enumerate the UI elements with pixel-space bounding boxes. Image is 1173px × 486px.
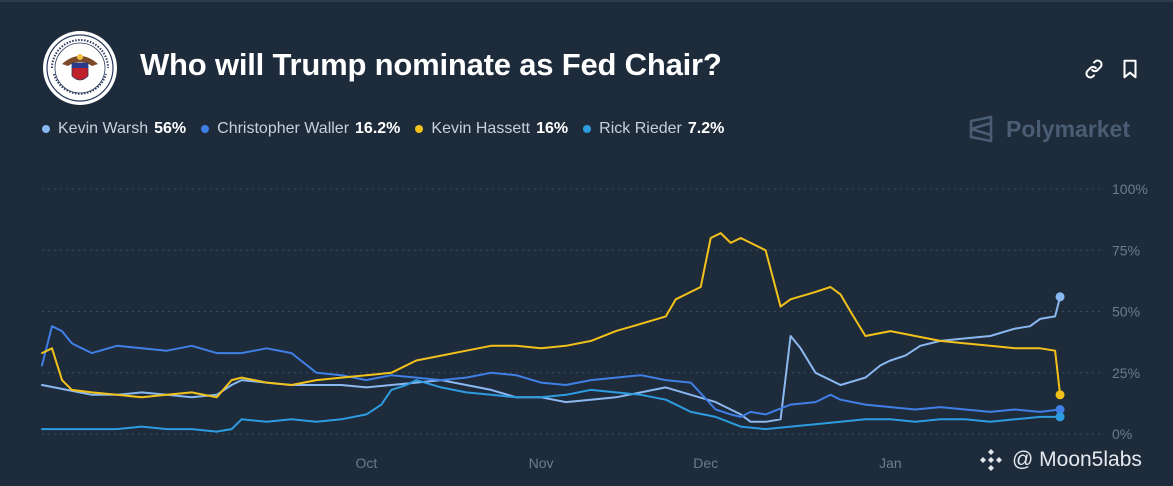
binance-diamond-icon <box>980 449 1002 471</box>
y-tick-label: 100% <box>1112 181 1148 197</box>
polymarket-brand: Polymarket <box>968 115 1130 143</box>
legend-dot <box>415 125 424 133</box>
x-tick-label: Dec <box>693 455 718 471</box>
legend-dot <box>583 125 592 133</box>
legend-item-waller[interactable]: Christopher Waller 16.2% <box>201 120 400 138</box>
x-tick-label: Jan <box>879 455 902 471</box>
legend-label: Rick Rieder <box>599 120 682 137</box>
legend-value: 16.2% <box>355 120 401 137</box>
link-icon[interactable] <box>1083 58 1105 80</box>
legend-label: Kevin Warsh <box>58 120 149 137</box>
end-point-marker-rieder <box>1055 412 1065 422</box>
polymarket-logo-icon <box>969 115 993 143</box>
watermark-text: @ Moon5labs <box>1012 448 1142 471</box>
series-line-warsh <box>41 295 1062 423</box>
brand-name: Polymarket <box>1006 115 1131 142</box>
y-tick-label: 75% <box>1112 242 1140 258</box>
legend-item-rieder[interactable]: Rick Rieder 7.2% <box>583 120 724 138</box>
page-title: Who will Trump nominate as Fed Chair? <box>140 47 722 82</box>
legend-label: Kevin Hassett <box>431 120 531 137</box>
y-tick-label: 50% <box>1112 304 1140 320</box>
legend-dot <box>42 125 50 133</box>
watermark: @ Moon5labs <box>978 447 1142 473</box>
end-point-marker-hassett <box>1055 390 1065 400</box>
bookmark-icon[interactable] <box>1119 58 1141 80</box>
legend-value: 7.2% <box>687 120 725 137</box>
legend-label: Christopher Waller <box>217 120 350 137</box>
legend-value: 56% <box>154 120 187 137</box>
x-tick-label: Oct <box>355 455 377 471</box>
series-line-waller <box>41 325 1062 418</box>
legend-dot <box>201 125 210 133</box>
legend-value: 16% <box>536 120 569 137</box>
end-point-marker-warsh <box>1055 292 1065 302</box>
series-line-rieder <box>41 379 1062 433</box>
chart-legend: Kevin Warsh 56% Christopher Waller 16.2%… <box>42 120 739 138</box>
y-tick-label: 25% <box>1112 365 1140 381</box>
x-tick-label: Nov <box>529 455 554 471</box>
series-line-hassett <box>41 232 1062 399</box>
y-tick-label: 0% <box>1112 426 1132 442</box>
legend-item-hassett[interactable]: Kevin Hassett 16% <box>415 120 568 138</box>
end-point-marker-waller <box>1055 405 1065 414</box>
federal-reserve-seal-logo <box>43 31 117 105</box>
legend-item-warsh[interactable]: Kevin Warsh 56% <box>42 120 186 138</box>
